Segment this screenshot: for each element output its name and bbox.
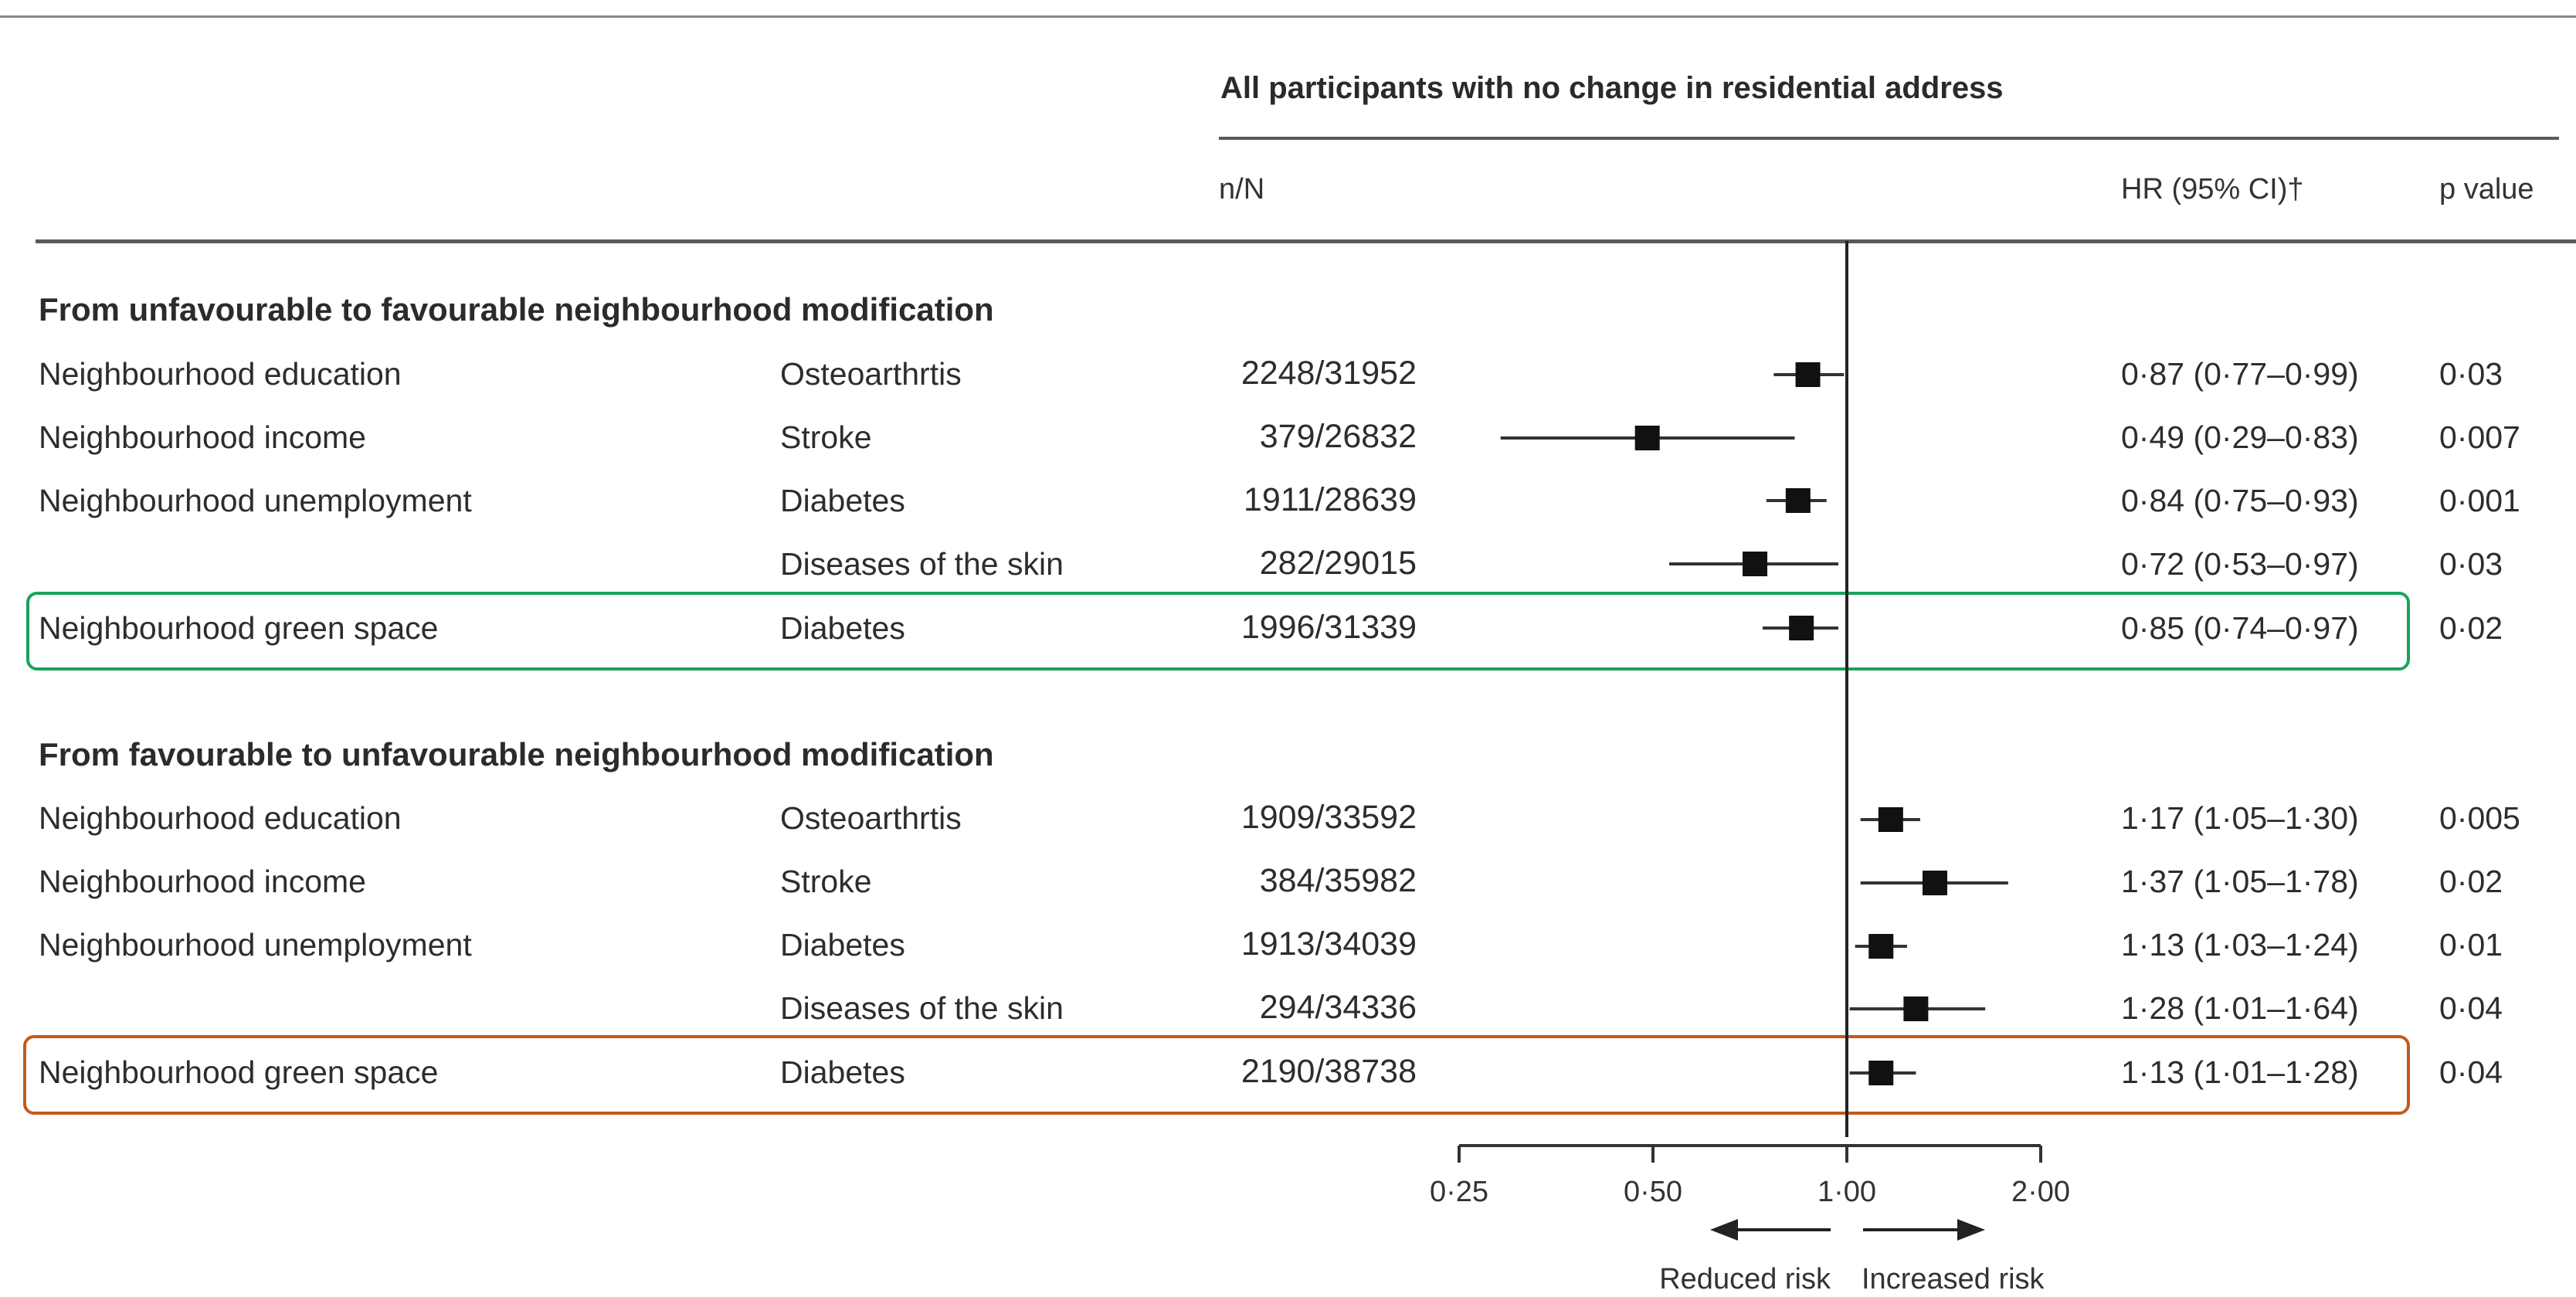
outcome-cell: Diabetes xyxy=(780,483,905,518)
top-rule xyxy=(0,15,2576,18)
nN-cell: 2248/31952 xyxy=(1240,355,1417,392)
hr-cell: 1·28 (1·01–1·64) xyxy=(2121,990,2359,1026)
highlight-box-orange xyxy=(23,1035,2410,1115)
hr-cell: 0·85 (0·74–0·97) xyxy=(2121,610,2359,646)
increased-risk-label: Increased risk xyxy=(1862,1263,2045,1295)
outcome-cell: Osteoarthrtis xyxy=(780,356,962,392)
outcome-cell: Diseases of the skin xyxy=(780,990,1064,1026)
hr-cell: 1·37 (1·05–1·78) xyxy=(2121,864,2359,899)
p-value-cell: 0·04 xyxy=(2439,990,2503,1026)
p-value-column-header: p value xyxy=(2439,173,2534,205)
p-value-cell: 0·01 xyxy=(2439,927,2503,963)
hr-marker xyxy=(1789,616,1814,640)
nN-cell: 1911/28639 xyxy=(1244,481,1417,518)
hr-column-header: HR (95% CI)† xyxy=(2121,173,2304,205)
nN-cell: 379/26832 xyxy=(1259,418,1417,455)
hr-marker xyxy=(1785,488,1811,513)
hr-marker xyxy=(1878,807,1903,832)
outcome-cell: Stroke xyxy=(780,419,872,455)
p-value-cell: 0·007 xyxy=(2439,419,2520,455)
nN-cell: 282/29015 xyxy=(1259,545,1417,582)
hr-marker xyxy=(1634,426,1660,450)
exposure-cell: Neighbourhood education xyxy=(39,356,402,392)
hr-cell: 0·72 (0·53–0·97) xyxy=(2121,546,2359,582)
p-value-cell: 0·001 xyxy=(2439,483,2520,518)
p-value-cell: 0·02 xyxy=(2439,864,2503,899)
group-header-rule xyxy=(1219,137,2559,140)
hr-cell: 1·17 (1·05–1·30) xyxy=(2121,800,2359,836)
hr-cell: 1·13 (1·03–1·24) xyxy=(2121,927,2359,963)
outcome-cell: Osteoarthrtis xyxy=(780,800,962,836)
x-tick-label: 0·50 xyxy=(1624,1176,1682,1208)
hr-marker xyxy=(1903,997,1929,1021)
left-arrow-icon xyxy=(1710,1219,1738,1241)
hr-cell: 1·13 (1·01–1·28) xyxy=(2121,1054,2359,1090)
x-tick-label: 1·00 xyxy=(1817,1176,1876,1208)
reduced-risk-label: Reduced risk xyxy=(1659,1263,1831,1295)
hr-cell: 0·87 (0·77–0·99) xyxy=(2121,356,2359,392)
hr-marker xyxy=(1922,871,1947,895)
hr-marker xyxy=(1743,552,1768,576)
exposure-cell: Neighbourhood unemployment xyxy=(39,927,472,963)
section-title: From unfavourable to favourable neighbou… xyxy=(39,291,994,328)
group-title: All participants with no change in resid… xyxy=(1220,71,2004,105)
outcome-cell: Diabetes xyxy=(780,610,905,646)
hr-marker xyxy=(1795,362,1821,387)
p-value-cell: 0·02 xyxy=(2439,610,2503,646)
column-header-rule xyxy=(36,239,2576,243)
outcome-cell: Diabetes xyxy=(780,927,905,963)
exposure-cell: Neighbourhood income xyxy=(39,419,366,455)
p-value-cell: 0·03 xyxy=(2439,546,2503,582)
right-arrow-icon xyxy=(1957,1219,1985,1241)
outcome-cell: Stroke xyxy=(780,864,872,899)
hr-marker xyxy=(1868,1061,1894,1085)
section-title: From favourable to unfavourable neighbou… xyxy=(39,736,994,772)
x-tick-label: 2·00 xyxy=(2011,1176,2070,1208)
nN-cell: 1996/31339 xyxy=(1240,609,1417,646)
highlight-box-green xyxy=(26,592,2410,671)
outcome-cell: Diseases of the skin xyxy=(780,546,1064,582)
x-tick-label: 0·25 xyxy=(1430,1176,1488,1208)
exposure-cell: Neighbourhood green space xyxy=(39,610,439,646)
outcome-cell: Diabetes xyxy=(780,1054,905,1090)
hr-cell: 0·84 (0·75–0·93) xyxy=(2121,483,2359,518)
p-value-cell: 0·005 xyxy=(2439,800,2520,836)
nN-cell: 384/35982 xyxy=(1259,862,1417,899)
p-value-cell: 0·04 xyxy=(2439,1054,2503,1090)
hr-marker xyxy=(1868,934,1894,959)
nN-column-header: n/N xyxy=(1219,173,1265,205)
nN-cell: 1913/34039 xyxy=(1240,925,1417,963)
exposure-cell: Neighbourhood unemployment xyxy=(39,483,472,518)
nN-cell: 294/34336 xyxy=(1259,989,1417,1026)
p-value-cell: 0·03 xyxy=(2439,356,2503,392)
nN-cell: 2190/38738 xyxy=(1240,1053,1417,1090)
exposure-cell: Neighbourhood education xyxy=(39,800,402,836)
exposure-cell: Neighbourhood green space xyxy=(39,1054,439,1090)
exposure-cell: Neighbourhood income xyxy=(39,864,366,899)
hr-cell: 0·49 (0·29–0·83) xyxy=(2121,419,2359,455)
nN-cell: 1909/33592 xyxy=(1240,799,1417,836)
